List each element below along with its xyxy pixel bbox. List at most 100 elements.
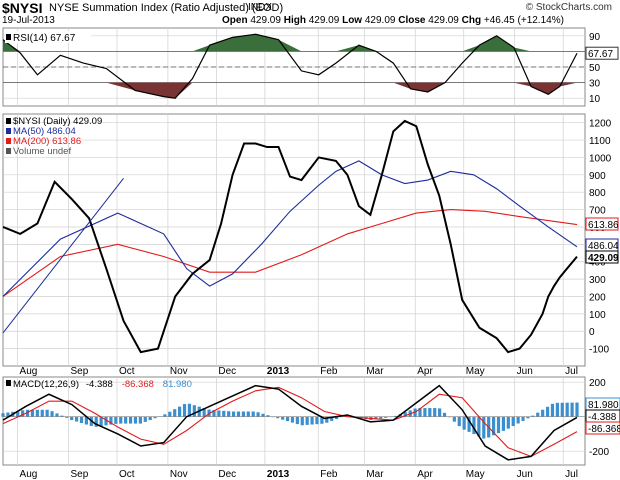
macd-signal-line	[2, 386, 578, 457]
macd-tag-box	[585, 421, 620, 435]
macd-hist-bar	[222, 410, 226, 417]
macd-hist-bar	[163, 414, 167, 417]
macd-hist-bar	[153, 416, 157, 419]
macd-legend-swatch	[6, 380, 11, 386]
macd-hist-bar	[374, 416, 378, 420]
macd-hist-bar	[531, 415, 535, 417]
nysi-line	[2, 119, 578, 354]
macd-hist-bar	[501, 416, 506, 431]
macd-hist-bar	[550, 403, 555, 417]
price-panel-frame	[2, 113, 586, 367]
macd-hist-bar	[325, 416, 329, 423]
macd-hist-bar	[560, 402, 564, 417]
macd-hist-bar	[261, 413, 265, 417]
macd-hist-bar	[300, 416, 304, 426]
macd-hist-bar	[21, 410, 25, 417]
macd-hist-bar	[231, 411, 236, 417]
macd-hist-bar	[99, 416, 103, 427]
macd-hist-bar	[50, 411, 54, 417]
open-label: Open	[222, 15, 248, 26]
macd-hist-bar	[133, 416, 138, 424]
macd-hist-bar	[128, 416, 133, 424]
macd-hist-bar	[1, 413, 5, 417]
macd-legend-hist: 81.980	[163, 379, 192, 390]
macd-hist-bar	[35, 409, 39, 417]
macd-tick-label: 200	[589, 378, 606, 389]
x-tick-label-mid: May	[466, 366, 485, 377]
price-tag: 429.09	[588, 253, 619, 264]
macd-hist-bar	[285, 416, 290, 422]
x-tick-label-bottom: Sep	[70, 469, 88, 480]
macd-hist-bar	[452, 416, 456, 422]
price-tick-label: 900	[589, 171, 606, 182]
price-tick-label: 200	[589, 292, 606, 303]
x-tick-label-mid: Feb	[320, 366, 338, 377]
high-label: High	[283, 15, 306, 26]
rsi-tick-label: 50	[589, 63, 601, 74]
macd-hist-bar	[119, 416, 123, 424]
rsi-tick-label: 10	[589, 94, 601, 105]
macd-hist-bar	[506, 416, 510, 429]
macd-hist-bar	[84, 416, 89, 425]
macd-hist-bar	[227, 411, 231, 417]
trendline	[2, 177, 124, 334]
macd-hist-bar	[241, 411, 245, 417]
macd-hist-bar	[16, 411, 20, 417]
ma200-line	[2, 209, 578, 297]
macd-hist-bar	[310, 416, 314, 425]
price-tick-label: 100	[589, 310, 606, 321]
rsi-oversold-fill	[3, 82, 577, 99]
low-label: Low	[342, 15, 363, 26]
chg-label: Chg	[461, 15, 482, 26]
x-tick-label-bottom: Oct	[119, 469, 135, 480]
index-name: NYSE Summation Index (Ratio Adjusted) (E…	[49, 2, 284, 14]
rsi-value-tag-box	[585, 46, 619, 60]
close-label: Close	[398, 15, 426, 26]
macd-hist-bar	[457, 416, 461, 427]
macd-hist-bar	[295, 416, 299, 425]
x-tick-label-bottom: 2013	[267, 469, 290, 480]
macd-hist-bar	[393, 415, 398, 417]
ohlc-bar: Open 429.09 High 429.09 Low 429.09 Close…	[222, 15, 564, 26]
macd-hist-bar	[266, 415, 270, 417]
macd-hist-bar	[379, 416, 383, 419]
legend-volume-swatch	[6, 148, 11, 154]
macd-hist-bar	[335, 416, 339, 420]
macd-hist-bar	[290, 416, 295, 423]
macd-hist-bar	[315, 416, 319, 425]
chg-value: +46.45 (+12.14%)	[483, 15, 564, 26]
macd-hist-bar	[212, 410, 216, 417]
macd-hist-bar	[251, 411, 255, 417]
price-tick-label: -100	[589, 345, 609, 356]
x-tick-label-mid: Sep	[70, 366, 88, 377]
macd-hist-bar	[433, 408, 437, 417]
x-tick-label-mid: Oct	[119, 366, 135, 377]
macd-hist-bar	[217, 410, 221, 417]
price-tick-label: 300	[589, 275, 606, 286]
macd-hist-bar	[536, 412, 540, 417]
price-tick-label: 1000	[589, 153, 612, 164]
macd-hist-bar	[236, 411, 241, 417]
macd-hist-bar	[74, 416, 79, 422]
macd-hist-bar	[182, 404, 187, 417]
x-tick-label-bottom: Jul	[565, 469, 578, 480]
macd-hist-bar	[148, 416, 152, 421]
price-tick-label: 1200	[589, 119, 612, 130]
macd-hist-bar	[187, 403, 192, 417]
macd-tag: -4.388	[588, 412, 617, 423]
macd-tag: 81.980	[588, 400, 619, 411]
macd-legend-signal: -86.368	[122, 379, 154, 390]
exchange-label: INDX	[248, 2, 272, 13]
macd-hist-bar	[143, 416, 147, 422]
macd-hist-bar	[423, 408, 427, 417]
macd-hist-bar	[472, 416, 476, 435]
legend-volume: Volume undef	[13, 146, 71, 157]
macd-hist-bar	[442, 412, 447, 417]
macd-hist-bar	[575, 402, 579, 417]
x-tick-label-bottom: Feb	[320, 469, 338, 480]
rsi-value-tag: 67.67	[588, 49, 613, 60]
price-tag-box	[585, 250, 619, 264]
rsi-legend-bg	[5, 31, 91, 43]
price-tag: 486.04	[588, 241, 619, 252]
